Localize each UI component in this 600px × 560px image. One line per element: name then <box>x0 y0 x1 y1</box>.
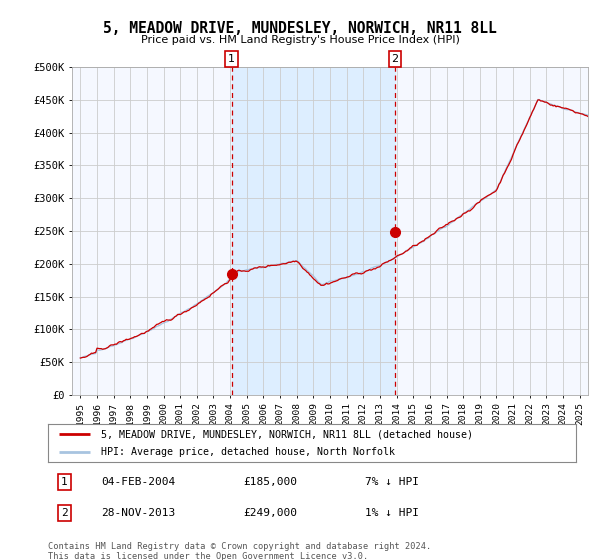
Text: 1: 1 <box>228 54 235 64</box>
Text: 7% ↓ HPI: 7% ↓ HPI <box>365 477 419 487</box>
Text: Contains HM Land Registry data © Crown copyright and database right 2024.
This d: Contains HM Land Registry data © Crown c… <box>48 542 431 560</box>
Text: 1% ↓ HPI: 1% ↓ HPI <box>365 508 419 519</box>
Text: 28-NOV-2013: 28-NOV-2013 <box>101 508 175 519</box>
Text: HPI: Average price, detached house, North Norfolk: HPI: Average price, detached house, Nort… <box>101 447 395 457</box>
Text: £249,000: £249,000 <box>244 508 298 519</box>
Text: 04-FEB-2004: 04-FEB-2004 <box>101 477 175 487</box>
Text: 5, MEADOW DRIVE, MUNDESLEY, NORWICH, NR11 8LL (detached house): 5, MEADOW DRIVE, MUNDESLEY, NORWICH, NR1… <box>101 429 473 439</box>
Text: Price paid vs. HM Land Registry's House Price Index (HPI): Price paid vs. HM Land Registry's House … <box>140 35 460 45</box>
Text: 2: 2 <box>392 54 398 64</box>
Text: £185,000: £185,000 <box>244 477 298 487</box>
Bar <box>232 67 395 395</box>
Text: 2: 2 <box>61 508 68 519</box>
Text: 5, MEADOW DRIVE, MUNDESLEY, NORWICH, NR11 8LL: 5, MEADOW DRIVE, MUNDESLEY, NORWICH, NR1… <box>103 21 497 36</box>
Text: 1: 1 <box>61 477 68 487</box>
